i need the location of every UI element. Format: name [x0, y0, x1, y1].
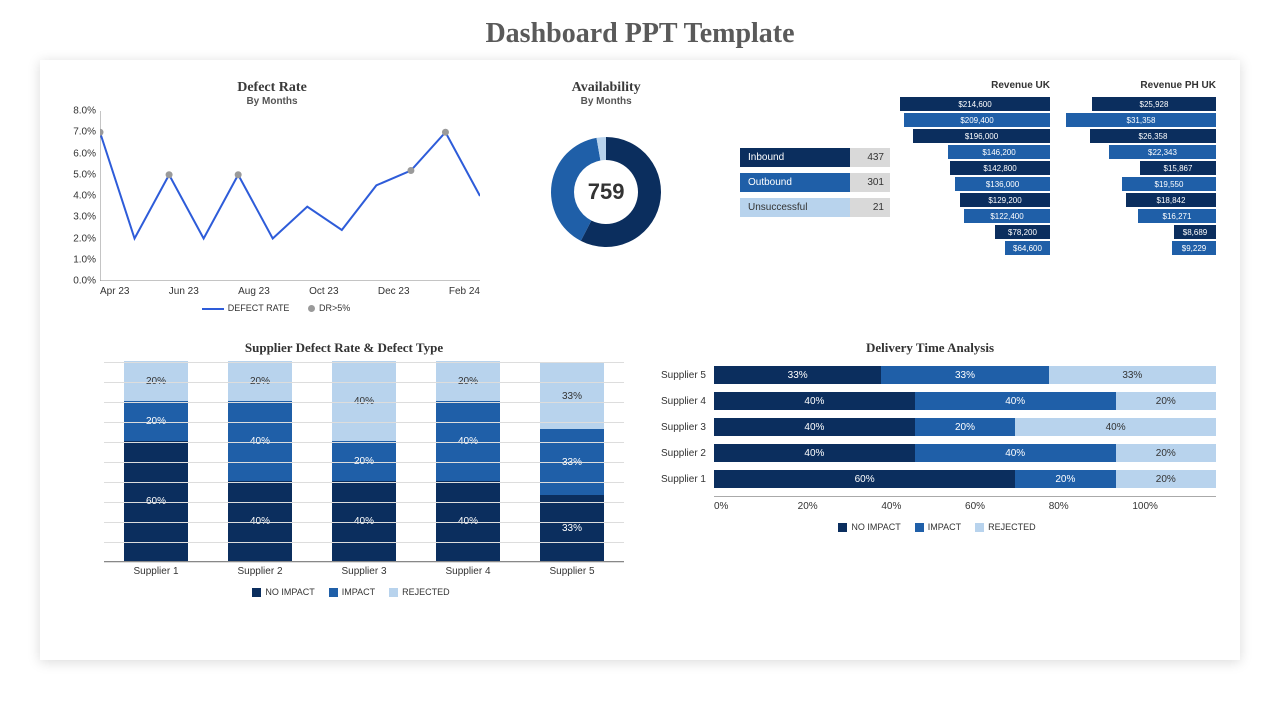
stack-col: 60%20%20%	[124, 361, 188, 561]
hbar-seg: 40%	[915, 392, 1116, 410]
delivery-time-title: Delivery Time Analysis	[644, 340, 1216, 356]
rev-bar: $19,550	[1122, 177, 1216, 191]
hbar-seg: 20%	[1015, 470, 1115, 488]
hbar-seg: 33%	[1049, 366, 1216, 384]
revenue-uk-title: Revenue UK	[900, 80, 1050, 91]
stack-seg: 33%	[540, 363, 604, 429]
defect-line-svg	[100, 111, 480, 281]
stack-seg: 40%	[228, 401, 292, 481]
stack-seg: 40%	[436, 481, 500, 561]
availability-table: Inbound 437 Outbound 301 Unsuccessful 21	[740, 148, 890, 223]
rev-bar: $146,200	[948, 145, 1050, 159]
rev-bar: $78,200	[995, 225, 1050, 239]
supplier-defect-legend: NO IMPACTIMPACTREJECTED	[64, 587, 624, 597]
rev-bar: $8,689	[1174, 225, 1216, 239]
avail-title: Availability	[500, 80, 712, 96]
defect-subtitle: By Months	[64, 96, 480, 107]
stack-seg: 40%	[332, 361, 396, 441]
hbar-row: Supplier 5 33%33%33%	[644, 366, 1216, 384]
revenue-phuk-title: Revenue PH UK	[1066, 80, 1216, 91]
supplier-defect-title: Supplier Defect Rate & Defect Type	[64, 340, 624, 356]
rev-bar: $136,000	[955, 177, 1050, 191]
rev-bar: $9,229	[1172, 241, 1216, 255]
rev-bar: $214,600	[900, 97, 1050, 111]
stack-seg: 20%	[332, 441, 396, 481]
stack-col: 40%40%20%	[436, 361, 500, 561]
hbar-seg: 40%	[1015, 418, 1216, 436]
avail-row: Inbound 437	[740, 148, 890, 167]
donut-total: 759	[541, 127, 671, 257]
hbar-seg: 40%	[915, 444, 1116, 462]
stack-col: 40%40%20%	[228, 361, 292, 561]
rev-bar: $209,400	[904, 113, 1050, 127]
supplier-defect-chart: Supplier Defect Rate & Defect Type 60%20…	[64, 340, 624, 620]
revenue-panel: Revenue UK $214,600 $209,400 $196,000 $146,…	[900, 80, 1216, 330]
stack-seg: 40%	[436, 401, 500, 481]
rev-bar: $16,271	[1138, 209, 1216, 223]
rev-bar: $122,400	[964, 209, 1050, 223]
rev-bar: $25,928	[1092, 97, 1216, 111]
hbar-row: Supplier 2 40%40%20%	[644, 444, 1216, 462]
hbar-seg: 33%	[714, 366, 881, 384]
rev-bar: $196,000	[913, 129, 1050, 143]
rev-bar: $15,867	[1140, 161, 1216, 175]
hbar-seg: 40%	[714, 444, 915, 462]
stack-seg: 20%	[436, 361, 500, 401]
avail-subtitle: By Months	[500, 96, 712, 107]
revenue-ph-uk: Revenue PH UK $25,928 $31,358 $26,358 $22,3…	[1066, 80, 1216, 330]
delivery-time-chart: Delivery Time Analysis Supplier 5 33%33%…	[644, 340, 1216, 620]
defect-rate-chart: Defect Rate By Months 0.0%1.0%2.0%3.0%4.…	[64, 80, 480, 330]
rev-bar: $64,600	[1005, 241, 1050, 255]
rev-bar: $22,343	[1109, 145, 1216, 159]
rev-bar: $18,842	[1126, 193, 1216, 207]
rev-bar: $142,800	[950, 161, 1050, 175]
revenue-uk: Revenue UK $214,600 $209,400 $196,000 $146,…	[900, 80, 1050, 330]
stack-seg: 40%	[228, 481, 292, 561]
stack-seg: 20%	[124, 401, 188, 441]
rev-bar: $129,200	[960, 193, 1050, 207]
hbar-seg: 20%	[1116, 392, 1216, 410]
stack-col: 33%33%33%	[540, 361, 604, 561]
avail-row: Unsuccessful 21	[740, 198, 890, 217]
stack-seg: 40%	[332, 481, 396, 561]
hbar-row: Supplier 4 40%40%20%	[644, 392, 1216, 410]
hbar-seg: 33%	[881, 366, 1048, 384]
hbar-seg: 60%	[714, 470, 1015, 488]
hbar-seg: 20%	[1116, 470, 1216, 488]
stack-seg: 20%	[228, 361, 292, 401]
hbar-seg: 20%	[1116, 444, 1216, 462]
defect-title: Defect Rate	[64, 80, 480, 96]
stack-seg: 20%	[124, 361, 188, 401]
hbar-seg: 20%	[915, 418, 1015, 436]
hbar-seg: 40%	[714, 418, 915, 436]
defect-legend: DEFECT RATE DR>5%	[64, 303, 480, 313]
stack-col: 40%20%40%	[332, 361, 396, 561]
availability-chart: Availability By Months 759 Inbound 437 O…	[500, 80, 712, 330]
avail-row: Outbound 301	[740, 173, 890, 192]
slide-card: Defect Rate By Months 0.0%1.0%2.0%3.0%4.…	[40, 60, 1240, 660]
hbar-row: Supplier 3 40%20%40%	[644, 418, 1216, 436]
stack-seg: 60%	[124, 441, 188, 561]
stack-seg: 33%	[540, 495, 604, 561]
delivery-time-legend: NO IMPACTIMPACTREJECTED	[644, 522, 1216, 532]
rev-bar: $31,358	[1066, 113, 1216, 127]
page-title: Dashboard PPT Template	[0, 0, 1280, 60]
hbar-seg: 40%	[714, 392, 915, 410]
rev-bar: $26,358	[1090, 129, 1216, 143]
hbar-row: Supplier 1 60%20%20%	[644, 470, 1216, 488]
